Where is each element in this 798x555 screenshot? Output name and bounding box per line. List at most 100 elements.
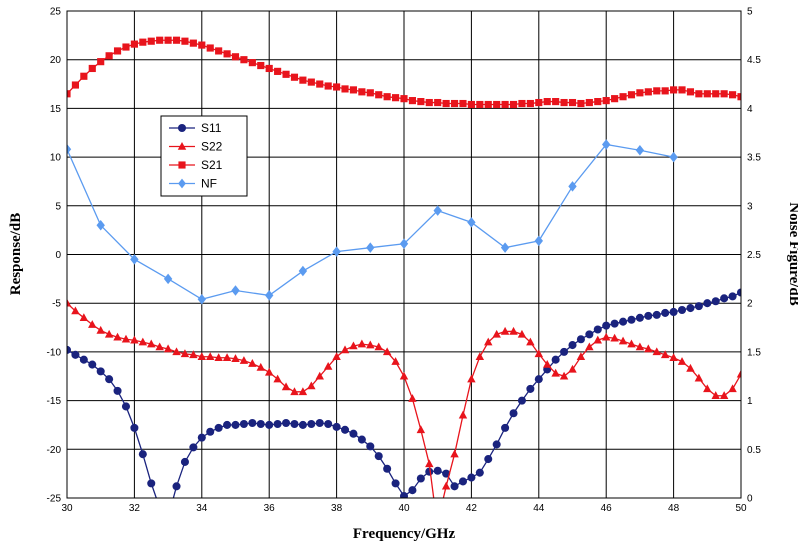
data-point-s11 (189, 443, 198, 452)
legend-item-nf: NF (169, 177, 217, 191)
y2-axis-title: Noise Figure/dB (786, 202, 798, 305)
data-point-s21 (526, 99, 534, 108)
data-point-s11 (619, 317, 628, 326)
legend: S11 S22 S21 NF (160, 115, 248, 197)
data-point-s22 (408, 394, 417, 402)
data-point-s11 (282, 418, 291, 428)
data-point-s22 (281, 382, 291, 391)
y-tick-label: -20 (47, 445, 62, 456)
x-tick-label: 40 (398, 503, 410, 514)
data-point-s11 (88, 360, 97, 369)
data-point-s21 (509, 100, 518, 109)
data-point-s11 (307, 419, 316, 429)
data-point-nf (265, 290, 274, 301)
data-point-s11 (374, 452, 383, 461)
data-point-s21 (324, 82, 332, 90)
data-point-nf (635, 145, 645, 156)
data-point-s22 (332, 352, 341, 361)
y-tick-label: 25 (50, 7, 62, 18)
y2-tick-label: 4.5 (747, 55, 761, 66)
data-point-s21 (274, 67, 282, 75)
data-point-s11 (197, 433, 206, 442)
data-point-s22 (694, 373, 704, 382)
data-point-nf (467, 217, 476, 228)
data-point-s22 (382, 347, 392, 356)
y2-tick-label: 0.5 (747, 445, 761, 456)
y2-tick-label: 1.5 (747, 347, 761, 358)
data-point-s21 (164, 36, 172, 44)
data-point-s11 (399, 492, 409, 498)
data-point-nf (534, 235, 543, 247)
y2-tick-label: 3.5 (747, 153, 761, 164)
data-point-s11 (256, 419, 265, 429)
y2-tick-label: 4 (747, 104, 753, 115)
data-point-s21 (248, 59, 256, 67)
data-point-s21 (282, 70, 290, 78)
data-point-s22 (437, 503, 445, 511)
data-point-s11 (509, 409, 518, 418)
data-point-s21 (670, 86, 678, 94)
data-point-s21 (67, 90, 71, 98)
y-tick-label: -15 (47, 396, 62, 407)
data-point-s11 (366, 442, 375, 451)
data-point-s11 (71, 350, 80, 359)
data-point-s22 (728, 384, 737, 393)
x-tick-label: 50 (735, 503, 747, 514)
data-point-s11 (332, 422, 341, 431)
y-axis-title: Response/dB (8, 213, 24, 296)
data-point-s22 (601, 332, 611, 341)
data-point-s22 (172, 347, 181, 356)
data-point-s11 (231, 420, 240, 429)
data-point-s11 (442, 469, 451, 478)
data-point-s21 (476, 100, 484, 109)
data-point-s11 (551, 355, 560, 364)
data-point-s11 (720, 294, 729, 303)
data-point-s22 (214, 353, 223, 361)
data-point-s21 (231, 53, 240, 61)
series-layer (67, 36, 741, 511)
data-point-s11 (273, 419, 282, 429)
data-point-s22 (430, 498, 438, 506)
data-point-s11 (686, 304, 695, 313)
data-point-s11 (458, 477, 468, 486)
data-point-s22 (686, 363, 695, 372)
data-point-s22 (222, 353, 232, 361)
data-point-s22 (425, 459, 434, 468)
y2-tick-label: 2 (747, 299, 753, 310)
data-point-s22 (576, 352, 586, 361)
data-point-s11 (652, 310, 661, 319)
data-point-s22 (450, 449, 459, 458)
data-point-s21 (307, 78, 315, 86)
data-point-s21 (139, 38, 147, 46)
data-point-s22 (719, 391, 729, 399)
data-point-nf (366, 242, 375, 253)
data-point-s11 (526, 384, 535, 393)
data-point-s22 (349, 341, 358, 350)
data-point-s11 (265, 420, 274, 429)
data-point-s22 (340, 345, 350, 354)
x-tick-label: 34 (196, 503, 208, 514)
y-tick-label: -25 (47, 494, 62, 505)
data-point-s21 (636, 89, 644, 97)
data-point-s21 (493, 100, 501, 109)
data-point-s21 (467, 100, 475, 109)
x-tick-label: 42 (466, 503, 478, 514)
data-point-s21 (678, 86, 686, 94)
data-point-s11 (290, 419, 299, 429)
data-point-s22 (627, 339, 636, 348)
data-point-s21 (611, 95, 619, 103)
data-point-s22 (593, 335, 602, 344)
data-point-s21 (290, 73, 299, 81)
data-point-s22 (568, 364, 577, 373)
data-point-s22 (441, 481, 451, 490)
data-point-s11 (206, 427, 215, 436)
data-point-s22 (264, 367, 274, 376)
data-point-s22 (239, 356, 249, 364)
data-point-s21 (619, 93, 627, 101)
data-point-s11 (147, 479, 156, 488)
data-point-s21 (349, 86, 358, 94)
data-point-s11 (214, 423, 223, 432)
data-point-nf (500, 242, 510, 253)
data-point-s22 (610, 333, 619, 342)
